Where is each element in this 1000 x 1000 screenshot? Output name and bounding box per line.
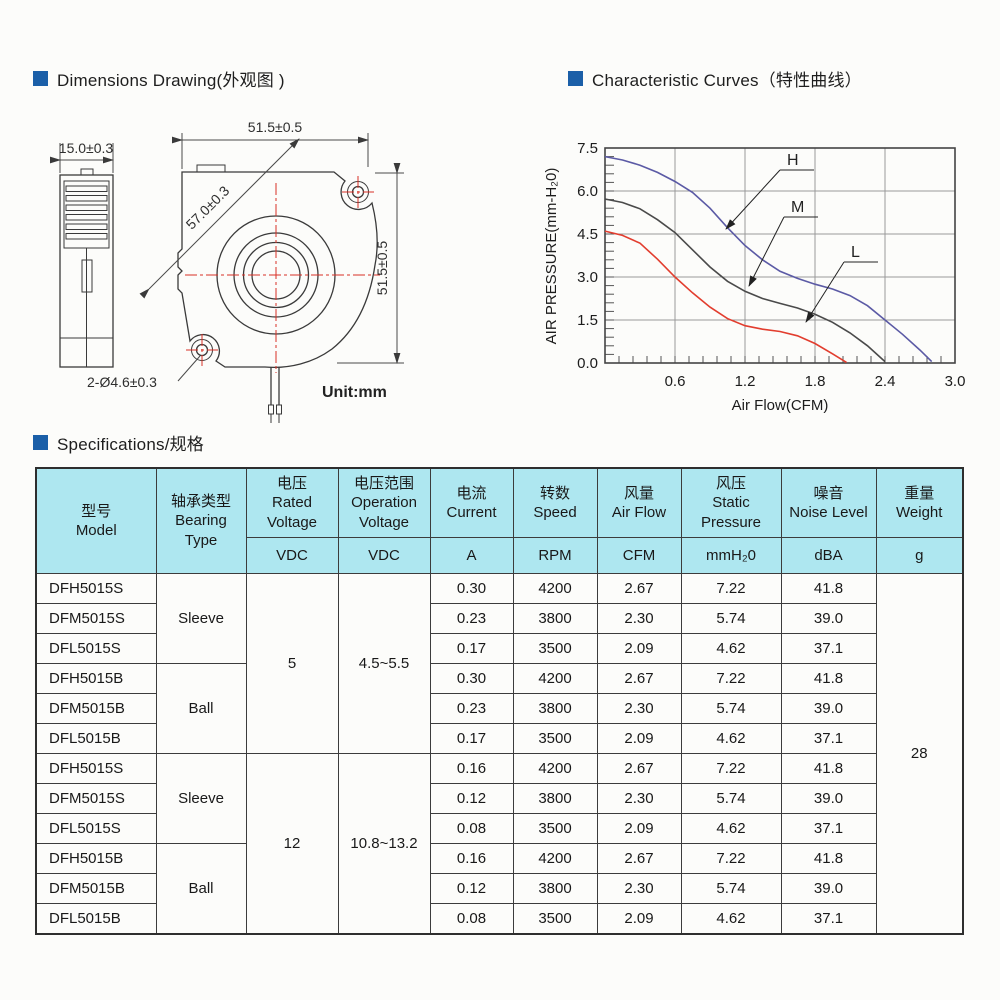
table-row: DFM5015B 0.12 3800 2.30 5.74 39.0 <box>35 873 963 904</box>
table-row: DFH5015S Sleeve 5 4.5~5.5 0.30 4200 2.67… <box>35 573 964 935</box>
svg-text:3.0: 3.0 <box>577 269 598 286</box>
svg-text:4.5: 4.5 <box>577 226 598 243</box>
svg-text:0.6: 0.6 <box>665 373 686 390</box>
dim-right: 51.5±0.5 <box>374 241 390 296</box>
dim-top: 51.5±0.5 <box>248 119 303 135</box>
table-row: DFM5015B 0.23 3800 2.30 5.74 39.0 <box>35 693 963 724</box>
chart-grid <box>605 148 955 363</box>
fan-front-view: 51.5±0.5 51.5±0.5 57.0±0.3 2-Ø4.6±0.3 Un… <box>87 119 404 423</box>
col-header-speed: 转数 Speed <box>512 467 598 538</box>
blue-square-icon <box>33 71 48 86</box>
chart-axis-ticks <box>605 156 942 363</box>
svg-text:3.0: 3.0 <box>945 373 966 390</box>
curve-callouts: H M L <box>725 152 878 323</box>
range-12v-cell: 10.8~13.2 <box>337 753 431 935</box>
label-h: H <box>787 152 799 169</box>
table-row: DFL5015B 0.08 3500 2.09 4.62 37.1 <box>35 903 963 935</box>
dimensions-drawing: 15.0±0.3 <box>50 119 404 423</box>
bearing-sleeve-cell: Sleeve <box>155 753 247 844</box>
col-header-rated-voltage: 电压 Rated Voltage <box>245 467 339 538</box>
svg-text:7.5: 7.5 <box>577 140 598 157</box>
specs-section-title: Specifications/规格 <box>33 430 204 455</box>
dim-holes: 2-Ø4.6±0.3 <box>87 374 157 390</box>
bearing-ball-cell: Ball <box>155 663 247 754</box>
range-5v-cell: 4.5~5.5 <box>337 573 431 754</box>
x-axis-title: Air Flow(CFM) <box>732 397 829 414</box>
bearing-ball-cell: Ball <box>155 843 247 935</box>
dim-side-width: 15.0±0.3 <box>59 140 114 156</box>
chart-tick-labels: 0.6 1.2 1.8 2.4 3.0 0.0 1.5 3.0 4.5 6.0 7.5 <box>577 140 965 390</box>
voltage-5-cell: 5 <box>245 573 339 754</box>
col-header-operation-voltage: 电压范围 Operation Voltage <box>337 467 431 538</box>
table-row: DFH5015B Ball 0.16 4200 2.67 7.22 41.8 <box>35 843 963 935</box>
dimensions-title-text: Dimensions Drawing(外观图 ) <box>57 71 285 90</box>
unit-operation-voltage: VDC <box>337 537 431 574</box>
curve-h <box>604 155 933 363</box>
unit-airflow: CFM <box>596 537 682 574</box>
voltage-12-cell: 12 <box>245 753 339 935</box>
curves-title-text: Characteristic Curves（特性曲线） <box>592 71 862 90</box>
table-row: DFH5015S Sleeve 12 10.8~13.2 0.16 4200 2… <box>35 753 963 935</box>
unit-pressure: mmH₂0 <box>680 537 782 574</box>
characteristic-curves-chart: 0.6 1.2 1.8 2.4 3.00.01.53.04.56.07.5 H M L … <box>543 140 965 414</box>
table-row: DFM5015S 0.23 3800 2.30 5.74 39.0 <box>35 603 963 634</box>
col-header-airflow: 风量 Air Flow <box>596 467 682 538</box>
col-header-noise: 噪音 Noise Level <box>780 467 877 538</box>
unit-weight: g <box>875 537 964 574</box>
col-header-pressure: 风压 Static Pressure <box>680 467 782 538</box>
specifications-table: 型号 Model 轴承类型 Bearing Type 电压 Rated Voltage… <box>35 467 964 935</box>
chart-curves <box>604 155 933 364</box>
svg-text:2.4: 2.4 <box>875 373 896 390</box>
unit-speed: RPM <box>512 537 598 574</box>
col-header-model: 型号 Model <box>35 467 157 574</box>
unit-rated-voltage: VDC <box>245 537 339 574</box>
dim-diagonal: 57.0±0.3 <box>183 182 233 232</box>
blue-square-icon <box>568 71 583 86</box>
unit-noise: dBA <box>780 537 877 574</box>
table-row: DFL5015S 0.08 3500 2.09 4.62 37.1 <box>35 813 963 844</box>
table-row: DFH5015B Ball 0.30 4200 2.67 7.22 41.8 <box>35 663 963 754</box>
unit-current: A <box>429 537 514 574</box>
col-header-weight: 重量 Weight <box>875 467 964 538</box>
svg-text:1.2: 1.2 <box>735 373 756 390</box>
blue-square-icon <box>33 435 48 450</box>
col-header-bearing: 轴承类型 Bearing Type <box>155 467 247 574</box>
table-row: DFL5015S 0.17 3500 2.09 4.62 37.1 <box>35 633 963 664</box>
label-l: L <box>851 244 860 261</box>
label-m: M <box>791 199 804 216</box>
specs-title-text: Specifications/规格 <box>57 435 205 454</box>
lead-wires <box>268 367 282 423</box>
weight-cell: 28 <box>875 573 964 935</box>
curve-m <box>604 198 886 363</box>
svg-text:1.8: 1.8 <box>805 373 826 390</box>
curve-l <box>604 230 847 364</box>
svg-text:1.5: 1.5 <box>577 312 598 329</box>
unit-label: Unit:mm <box>322 384 387 401</box>
svg-text:0.0: 0.0 <box>577 355 598 372</box>
dimensions-section-title: Dimensions Drawing(外观图 ) <box>33 66 285 91</box>
curves-section-title: Characteristic Curves（特性曲线） <box>568 66 862 91</box>
table-row: DFL5015B 0.17 3500 2.09 4.62 37.1 <box>35 723 963 754</box>
fan-side-view: 15.0±0.3 <box>50 140 114 368</box>
svg-text:6.0: 6.0 <box>577 183 598 200</box>
bearing-sleeve-cell: Sleeve <box>155 573 247 664</box>
y-axis-title: AIR PRESSURE(mm-H₂0) <box>543 168 560 345</box>
plot-border <box>604 147 956 364</box>
col-header-current: 电流 Current <box>429 467 514 538</box>
